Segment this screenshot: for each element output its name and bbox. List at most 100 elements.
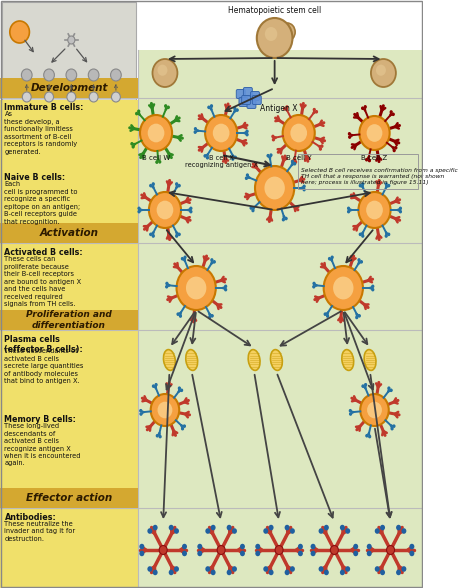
Circle shape bbox=[139, 412, 143, 416]
Circle shape bbox=[410, 550, 414, 556]
Circle shape bbox=[384, 182, 388, 186]
Circle shape bbox=[152, 385, 155, 388]
Circle shape bbox=[137, 206, 141, 210]
Circle shape bbox=[290, 528, 295, 534]
Circle shape bbox=[353, 544, 358, 549]
Text: As
these develop, a
functionally limitless
assortment of B-cell
receptors is ran: As these develop, a functionally limitle… bbox=[4, 111, 78, 155]
Circle shape bbox=[396, 524, 401, 530]
Circle shape bbox=[208, 316, 211, 319]
Circle shape bbox=[345, 566, 350, 572]
Circle shape bbox=[284, 570, 290, 575]
Circle shape bbox=[233, 106, 237, 110]
Circle shape bbox=[153, 59, 177, 87]
Circle shape bbox=[234, 156, 237, 159]
Circle shape bbox=[88, 69, 99, 81]
Circle shape bbox=[210, 524, 216, 530]
Circle shape bbox=[224, 288, 227, 292]
Circle shape bbox=[193, 131, 197, 134]
Circle shape bbox=[279, 23, 295, 41]
Circle shape bbox=[182, 550, 187, 556]
Circle shape bbox=[324, 524, 329, 530]
Circle shape bbox=[345, 528, 350, 534]
Circle shape bbox=[285, 105, 289, 109]
Circle shape bbox=[390, 110, 393, 113]
Circle shape bbox=[205, 115, 237, 151]
Circle shape bbox=[232, 566, 237, 572]
Circle shape bbox=[387, 184, 391, 188]
FancyBboxPatch shape bbox=[244, 88, 252, 96]
Circle shape bbox=[68, 36, 75, 44]
Circle shape bbox=[203, 154, 207, 158]
Circle shape bbox=[371, 288, 374, 292]
Circle shape bbox=[375, 528, 380, 534]
Circle shape bbox=[139, 550, 145, 556]
Circle shape bbox=[137, 210, 141, 213]
Circle shape bbox=[324, 266, 363, 310]
Circle shape bbox=[272, 138, 275, 142]
Circle shape bbox=[130, 142, 134, 146]
Circle shape bbox=[376, 65, 386, 76]
Circle shape bbox=[176, 266, 216, 310]
Circle shape bbox=[328, 257, 331, 260]
Circle shape bbox=[315, 110, 318, 113]
Circle shape bbox=[180, 389, 183, 392]
Circle shape bbox=[194, 127, 197, 131]
Circle shape bbox=[205, 528, 210, 534]
Circle shape bbox=[399, 206, 402, 210]
Circle shape bbox=[380, 570, 385, 575]
Circle shape bbox=[364, 105, 367, 109]
Circle shape bbox=[66, 69, 77, 81]
Circle shape bbox=[149, 184, 152, 188]
Circle shape bbox=[399, 210, 402, 213]
Ellipse shape bbox=[186, 350, 198, 370]
Circle shape bbox=[312, 282, 316, 285]
Circle shape bbox=[224, 285, 227, 288]
Text: B cell X
recognizing antigen X: B cell X recognizing antigen X bbox=[185, 155, 258, 168]
Circle shape bbox=[67, 92, 76, 102]
FancyBboxPatch shape bbox=[239, 98, 248, 106]
Circle shape bbox=[298, 550, 303, 556]
Circle shape bbox=[181, 427, 184, 430]
Circle shape bbox=[179, 314, 182, 318]
Circle shape bbox=[291, 159, 294, 163]
Circle shape bbox=[210, 570, 216, 575]
Circle shape bbox=[371, 59, 396, 87]
Text: B cell W: B cell W bbox=[142, 155, 170, 161]
Text: Activated B cells:: Activated B cells: bbox=[4, 248, 83, 257]
Circle shape bbox=[384, 234, 388, 238]
FancyBboxPatch shape bbox=[0, 223, 138, 243]
Circle shape bbox=[361, 182, 365, 186]
Circle shape bbox=[359, 184, 362, 188]
Circle shape bbox=[294, 160, 297, 163]
Circle shape bbox=[186, 276, 206, 299]
Circle shape bbox=[22, 92, 31, 102]
Circle shape bbox=[249, 206, 253, 210]
Circle shape bbox=[263, 566, 268, 572]
Circle shape bbox=[213, 123, 229, 142]
Text: Hematopoietic stem cell: Hematopoietic stem cell bbox=[228, 6, 321, 15]
Ellipse shape bbox=[271, 350, 283, 370]
Circle shape bbox=[246, 129, 249, 133]
Circle shape bbox=[269, 524, 273, 530]
Circle shape bbox=[392, 149, 396, 152]
Circle shape bbox=[246, 133, 249, 136]
Circle shape bbox=[355, 316, 358, 319]
Text: Antibodies:: Antibodies: bbox=[4, 513, 56, 522]
Circle shape bbox=[361, 234, 365, 238]
Circle shape bbox=[255, 166, 294, 210]
Circle shape bbox=[157, 402, 173, 418]
Circle shape bbox=[367, 402, 382, 418]
Circle shape bbox=[330, 546, 338, 554]
Circle shape bbox=[348, 132, 351, 136]
Circle shape bbox=[205, 566, 210, 572]
Circle shape bbox=[367, 550, 372, 556]
Circle shape bbox=[137, 109, 140, 113]
Circle shape bbox=[245, 176, 248, 180]
Circle shape bbox=[263, 528, 268, 534]
Circle shape bbox=[165, 282, 168, 285]
Circle shape bbox=[375, 566, 380, 572]
Ellipse shape bbox=[364, 350, 376, 370]
Text: Proliferation and
differentiation: Proliferation and differentiation bbox=[26, 310, 112, 330]
Circle shape bbox=[189, 210, 192, 213]
Text: Development: Development bbox=[30, 83, 108, 93]
